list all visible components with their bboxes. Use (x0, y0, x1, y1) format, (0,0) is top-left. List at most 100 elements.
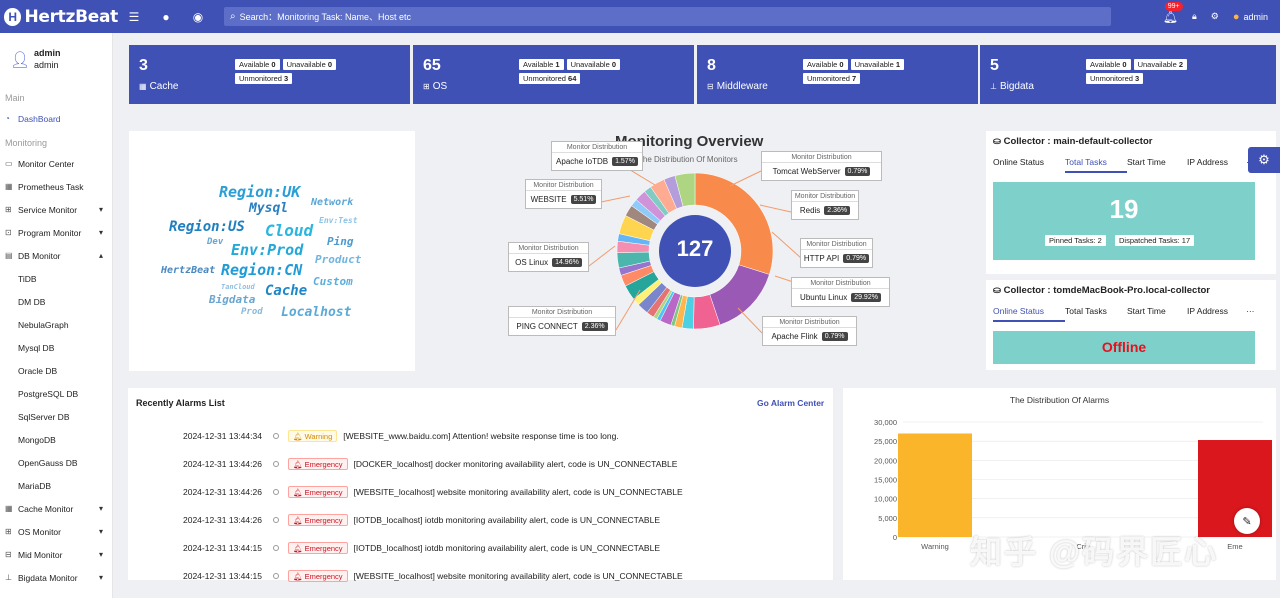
alarm-level-label: Warning (304, 432, 333, 441)
word-cloud-tag[interactable]: HertzBeat (161, 265, 216, 276)
profile-role: admin (34, 60, 59, 70)
word-cloud-tag[interactable]: Localhost (281, 305, 352, 320)
bell-icon: 🔔︎ (293, 460, 305, 469)
word-cloud-tag[interactable]: Mysql (249, 201, 289, 216)
lock-icon[interactable]: 🔒︎ (1191, 11, 1197, 21)
sidebar-item-db-monitor[interactable]: ▤ DB Monitor ▴ (0, 244, 112, 267)
collector-icon: ⛀ (993, 136, 1004, 147)
timeline-dot-icon (273, 433, 279, 439)
sidebar-item-nebulagraph[interactable]: NebulaGraph (0, 313, 112, 336)
notification-bell-icon[interactable]: 🔔︎ 99+ (1163, 1, 1183, 24)
word-cloud-tag[interactable]: TanCloud (221, 283, 255, 291)
collector-tab-online-status[interactable]: Online Status (993, 157, 1045, 167)
callout-percentage: 0.79% (844, 167, 871, 176)
go-alarm-center-link[interactable]: Go Alarm Center (757, 398, 825, 408)
collector-tab-start-time[interactable]: Start Time (1127, 157, 1166, 167)
alarm-row[interactable]: 2024-12-31 13:44:26 🔔︎ Emergency [IOTDB_lo… (183, 513, 660, 527)
status-badge-value: 2 (1178, 60, 1184, 69)
donut-slice[interactable] (674, 172, 696, 207)
gitee-icon[interactable]: ◉ (192, 9, 204, 24)
word-cloud-tag[interactable]: Custom (313, 275, 353, 288)
collector-tab-total-tasks[interactable]: Total Tasks (1065, 157, 1127, 173)
theme-settings-gear-icon[interactable]: ⚙ (1248, 147, 1280, 173)
sidebar-item-bigdata-monitor[interactable]: ⊥ Bigdata Monitor ▾ (0, 566, 112, 589)
timeline-dot-icon (273, 517, 279, 523)
stat-card-cache[interactable]: 3 ▦ Cache Available 0 Unavailable 0 Unmonitor… (129, 45, 410, 104)
sidebar-item-mongodb[interactable]: MongoDB (0, 428, 112, 451)
stat-card-os[interactable]: 65 ⊞ OS Available 1 Unavailable 0 Unmonitored… (413, 45, 694, 104)
sidebar-item-mid-monitor[interactable]: ⊟ Mid Monitor ▾ (0, 543, 112, 566)
magic-wand-icon[interactable]: ✎ (1234, 508, 1260, 534)
collector-tab-total-tasks[interactable]: Total Tasks (1065, 306, 1107, 316)
word-cloud-tag[interactable]: Ping (327, 235, 354, 248)
sidebar-item-dm-db[interactable]: DM DB (0, 290, 112, 313)
monitor-icon: ▭ (5, 159, 13, 168)
sidebar-item-prometheus-task[interactable]: ▦ Prometheus Task (0, 175, 112, 198)
search-input[interactable]: ⌕ Search：Monitoring Task: Name、Host etc (224, 7, 1111, 26)
sidebar-item-os-monitor[interactable]: ⊞ OS Monitor ▾ (0, 520, 112, 543)
collector-tab-online-status[interactable]: Online Status (993, 306, 1065, 322)
callout-body: WEBSITE 5.51% (526, 191, 601, 208)
y-tick-label: 0 (893, 533, 897, 542)
collector-tab-more[interactable]: ··· (1246, 306, 1255, 316)
alarm-row[interactable]: 2024-12-31 13:44:34 🔔︎ Warning [WEBSITE_ww… (183, 429, 619, 443)
alarm-message: [WEBSITE_localhost] website monitoring a… (353, 571, 683, 581)
word-cloud-tag[interactable]: Env:Prod (231, 241, 304, 259)
y-tick-label: 10,000 (874, 495, 897, 504)
word-cloud-tag[interactable]: Product (315, 253, 362, 266)
alarm-row[interactable]: 2024-12-31 13:44:26 🔔︎ Emergency [WEBSITE_… (183, 485, 683, 499)
notification-badge: 99+ (1164, 1, 1183, 11)
word-cloud-tag[interactable]: Env:Test (319, 216, 358, 225)
word-cloud-tag[interactable]: Cache (265, 283, 308, 299)
sidebar-item-tidb[interactable]: TiDB (0, 267, 112, 290)
menu-toggle-icon[interactable]: ☰ (128, 9, 140, 24)
collector-tab-start-time[interactable]: Start Time (1127, 306, 1166, 316)
chevron-icon: ▾ (98, 550, 103, 559)
word-cloud-tag[interactable]: Prod (241, 307, 263, 317)
app-logo[interactable]: H HertzBeat (0, 7, 118, 27)
user-profile[interactable]: 👤︎ admin admin (0, 33, 112, 85)
collector-tab-ip-address[interactable]: IP Address (1187, 306, 1228, 316)
sidebar-item-mysql-db[interactable]: Mysql DB (0, 336, 112, 359)
status-badge-unavailable: Unavailable 0 (566, 59, 621, 70)
alarm-row[interactable]: 2024-12-31 13:44:15 🔔︎ Emergency [IOTDB_lo… (183, 541, 660, 555)
word-cloud-tag[interactable]: Region:CN (221, 261, 303, 279)
callout-title: Monitor Distribution (792, 191, 858, 202)
sidebar-item-sqlserver-db[interactable]: SqlServer DB (0, 405, 112, 428)
stat-card-middleware[interactable]: 8 ⊟ Middleware Available 0 Unavailable 1 Unmo… (697, 45, 978, 104)
word-cloud-tag[interactable]: Bigdata (209, 293, 256, 306)
monitor-distribution-donut[interactable] (610, 166, 780, 336)
status-badge-value: 0 (839, 60, 844, 69)
word-cloud-tag[interactable]: Network (311, 197, 354, 208)
overview-title: Monitoring Overview (615, 133, 764, 150)
bar-warning[interactable] (898, 433, 972, 538)
word-cloud-tag[interactable]: Dev (207, 237, 224, 247)
sidebar-item-oracle-db[interactable]: Oracle DB (0, 359, 112, 382)
os-icon: ⊞ (423, 82, 430, 91)
sidebar-item-program-monitor[interactable]: ⊡ Program Monitor ▾ (0, 221, 112, 244)
settings-gear-icon[interactable]: ⚙ (1210, 11, 1219, 21)
sidebar-item-cache-monitor[interactable]: ▦ Cache Monitor ▾ (0, 497, 112, 520)
callout-monitor-name: Ubuntu Linux (800, 293, 848, 302)
alarm-row[interactable]: 2024-12-31 13:44:26 🔔︎ Emergency [DOCKER_l… (183, 457, 677, 471)
word-cloud-tag[interactable]: Cloud (265, 221, 314, 240)
word-cloud-tag[interactable]: Region:US (169, 219, 245, 235)
sidebar-item-monitor-center[interactable]: ▭ Monitor Center (0, 152, 112, 175)
sidebar-item-service-monitor[interactable]: ⊞ Service Monitor ▾ (0, 198, 112, 221)
status-badge-unavailable: Unavailable 0 (282, 59, 337, 70)
bigdata-icon: ⊥ (990, 82, 997, 91)
word-cloud-tag[interactable]: Region:UK (219, 183, 301, 201)
sidebar-item-dashboard[interactable]: ◔ DashBoard (0, 107, 112, 130)
dispatched-tasks-badge: Dispatched Tasks: 17 (1115, 235, 1195, 246)
stat-label-text: Middleware (716, 81, 768, 92)
sidebar-item-postgresql-db[interactable]: PostgreSQL DB (0, 382, 112, 405)
collector-tab-ip-address[interactable]: IP Address (1187, 157, 1228, 167)
sidebar-item-mariadb[interactable]: MariaDB (0, 474, 112, 497)
alarm-row[interactable]: 2024-12-31 13:44:15 🔔︎ Emergency [WEBSITE_… (183, 569, 683, 583)
user-menu[interactable]: ● admin (1233, 11, 1268, 23)
github-icon[interactable]: ● (162, 9, 170, 24)
stat-card-bigdata[interactable]: 5 ⊥ Bigdata Available 0 Unavailable 2 Unmonit… (980, 45, 1276, 104)
sidebar-item-opengauss-db[interactable]: OpenGauss DB (0, 451, 112, 474)
sidebar-item-label: Service Monitor (18, 204, 78, 215)
alarm-message: [IOTDB_localhost] iotdb monitoring avail… (353, 515, 660, 525)
